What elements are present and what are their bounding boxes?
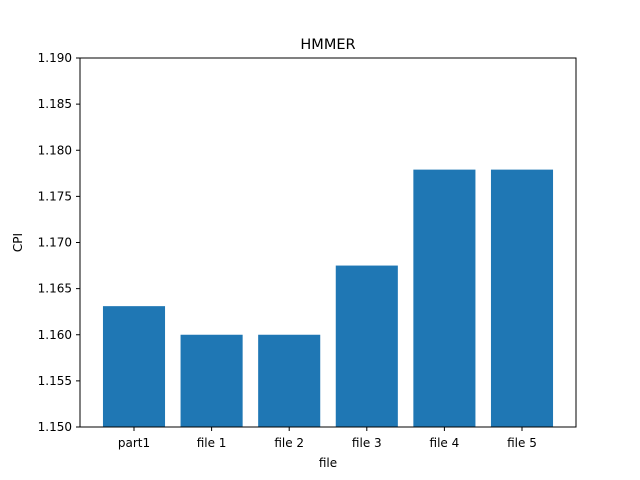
bar <box>258 334 321 427</box>
y-tick-label: 1.175 <box>38 189 72 203</box>
x-tick-label: file 5 <box>507 436 537 450</box>
y-tick-label: 1.180 <box>38 143 72 157</box>
y-axis-title: CPI <box>11 233 25 252</box>
y-tick-label: 1.160 <box>38 328 72 342</box>
x-tick-label: file 1 <box>197 436 227 450</box>
x-tick-label: file 2 <box>274 436 304 450</box>
y-tick-label: 1.190 <box>38 51 72 65</box>
bar <box>102 306 166 427</box>
chart-title: HMMER <box>300 37 355 53</box>
x-axis: part1 file 1 file 2 file 3 file 4 file 5 <box>118 427 537 450</box>
bar <box>335 265 398 427</box>
y-tick-label: 1.155 <box>38 374 72 388</box>
y-tick-label: 1.170 <box>38 236 72 250</box>
bars-group <box>102 169 554 427</box>
x-tick-label: file 3 <box>352 436 382 450</box>
bar <box>180 334 243 427</box>
bar <box>413 169 476 427</box>
y-tick-label: 1.185 <box>38 97 72 111</box>
x-tick-label: part1 <box>118 436 150 450</box>
y-axis: 1.150 1.155 1.160 1.165 1.170 1.175 1.180 1.185… <box>38 51 80 434</box>
y-tick-label: 1.150 <box>38 420 72 434</box>
y-tick-label: 1.165 <box>38 282 72 296</box>
bar <box>490 169 554 427</box>
x-axis-title: file <box>319 456 337 470</box>
x-tick-label: file 4 <box>430 436 460 450</box>
